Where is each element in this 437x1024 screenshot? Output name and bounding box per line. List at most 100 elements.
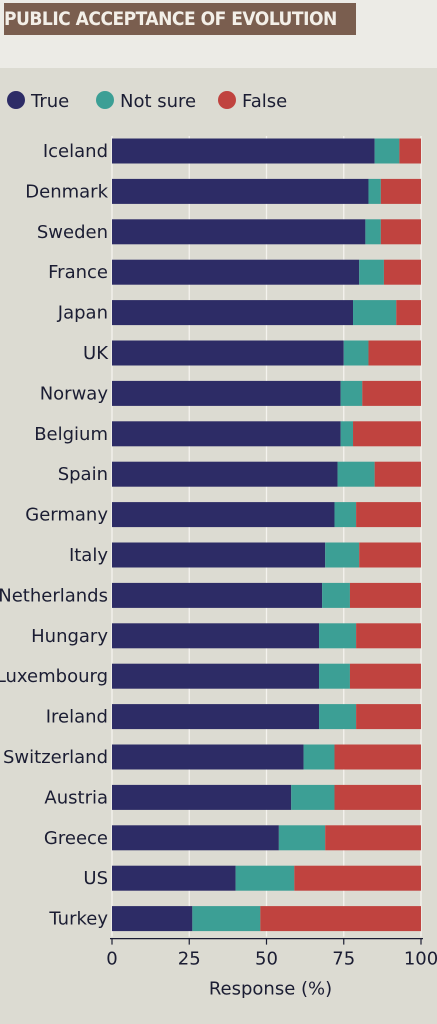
category-label-france: France — [48, 262, 108, 283]
title-bar — [4, 3, 356, 35]
category-label-switzerland: Switzerland — [3, 747, 108, 768]
category-label-netherlands: Netherlands — [0, 585, 108, 606]
category-label-denmark: Denmark — [25, 181, 108, 202]
x-tick-label-100: 100 — [404, 949, 437, 970]
bar-ireland-not-sure — [319, 704, 357, 730]
bar-netherlands-false — [349, 582, 421, 608]
bar-turkey-not-sure — [192, 906, 261, 932]
category-label-hungary: Hungary — [31, 626, 108, 647]
bar-denmark-true — [112, 178, 369, 204]
category-label-ireland: Ireland — [46, 707, 108, 728]
bar-austria-not-sure — [291, 784, 335, 810]
grid-lines — [111, 136, 422, 937]
bar-france-false — [383, 259, 421, 285]
bar-france-not-sure — [359, 259, 384, 285]
bar-uk-not-sure — [343, 340, 369, 366]
bar-netherlands-true — [112, 582, 323, 608]
category-label-spain: Spain — [58, 464, 108, 485]
legend-swatch-true — [7, 91, 25, 109]
bar-switzerland-true — [112, 744, 304, 770]
bar-italy-not-sure — [325, 542, 360, 568]
bar-uk-false — [368, 340, 421, 366]
category-label-belgium: Belgium — [34, 424, 108, 445]
bar-switzerland-false — [334, 744, 421, 770]
bar-italy-false — [359, 542, 421, 568]
bar-japan-false — [396, 300, 421, 326]
category-label-iceland: Iceland — [43, 141, 108, 162]
category-label-austria: Austria — [44, 787, 108, 808]
bar-iceland-false — [399, 138, 421, 164]
bar-us-false — [294, 865, 421, 891]
bar-sweden-false — [380, 219, 421, 245]
bar-luxembourg-not-sure — [319, 663, 350, 689]
bar-luxembourg-false — [349, 663, 421, 689]
bar-hungary-not-sure — [319, 623, 357, 649]
bar-us-not-sure — [235, 865, 295, 891]
category-label-turkey: Turkey — [48, 909, 108, 930]
bar-belgium-false — [353, 421, 421, 447]
chart-title: PUBLIC ACCEPTANCE OF EVOLUTION — [4, 8, 337, 30]
bar-italy-true — [112, 542, 326, 568]
bar-austria-false — [334, 784, 421, 810]
bar-us-true — [112, 865, 236, 891]
bar-denmark-false — [380, 178, 421, 204]
legend: True Not sure False — [7, 91, 287, 112]
category-label-greece: Greece — [44, 828, 108, 849]
bar-norway-true — [112, 380, 341, 406]
bar-belgium-not-sure — [340, 421, 354, 447]
bar-hungary-false — [356, 623, 421, 649]
bar-ireland-false — [356, 704, 421, 730]
legend-label-false: False — [242, 91, 287, 112]
category-label-sweden: Sweden — [37, 222, 108, 243]
x-axis-title: Response (%) — [209, 979, 332, 1000]
bar-japan-true — [112, 300, 354, 326]
category-label-italy: Italy — [69, 545, 108, 566]
bar-luxembourg-true — [112, 663, 320, 689]
legend-swatch-false — [218, 91, 236, 109]
legend-swatch-not-sure — [96, 91, 114, 109]
bar-greece-not-sure — [278, 825, 326, 851]
bar-uk-true — [112, 340, 344, 366]
bar-spain-false — [374, 461, 421, 487]
bar-belgium-true — [112, 421, 341, 447]
bar-germany-not-sure — [334, 502, 357, 528]
x-axis: 0 25 50 75 100 Response (%) — [106, 937, 437, 1000]
bar-turkey-true — [112, 906, 193, 932]
category-label-luxembourg: Luxembourg — [0, 666, 108, 687]
bar-france-true — [112, 259, 360, 285]
bar-norway-not-sure — [340, 380, 363, 406]
category-label-japan: Japan — [57, 303, 108, 324]
category-label-uk: UK — [83, 343, 109, 364]
bar-japan-not-sure — [353, 300, 397, 326]
bar-iceland-true — [112, 138, 375, 164]
bar-turkey-false — [260, 906, 421, 932]
bar-spain-true — [112, 461, 338, 487]
bar-iceland-not-sure — [374, 138, 400, 164]
bar-greece-false — [325, 825, 421, 851]
x-tick-label-50: 50 — [255, 949, 278, 970]
bar-spain-not-sure — [337, 461, 375, 487]
category-labels: Iceland Denmark Sweden France Japan UK Norway B… — [0, 141, 109, 930]
bar-denmark-not-sure — [368, 178, 381, 204]
bar-switzerland-not-sure — [303, 744, 335, 770]
x-tick-label-75: 75 — [332, 949, 355, 970]
bar-greece-true — [112, 825, 279, 851]
bar-germany-false — [356, 502, 421, 528]
bars — [112, 138, 421, 932]
x-tick-label-0: 0 — [106, 949, 117, 970]
legend-label-not-sure: Not sure — [120, 91, 196, 112]
category-label-germany: Germany — [25, 505, 108, 526]
bar-netherlands-not-sure — [322, 582, 350, 608]
bar-austria-true — [112, 784, 292, 810]
bar-sweden-true — [112, 219, 366, 245]
x-tick-label-25: 25 — [178, 949, 201, 970]
legend-label-true: True — [30, 91, 69, 112]
bar-ireland-true — [112, 704, 320, 730]
bar-sweden-not-sure — [365, 219, 381, 245]
category-label-norway: Norway — [40, 383, 109, 404]
bar-norway-false — [362, 380, 421, 406]
category-label-us: US — [83, 868, 108, 889]
bar-hungary-true — [112, 623, 320, 649]
bar-germany-true — [112, 502, 335, 528]
